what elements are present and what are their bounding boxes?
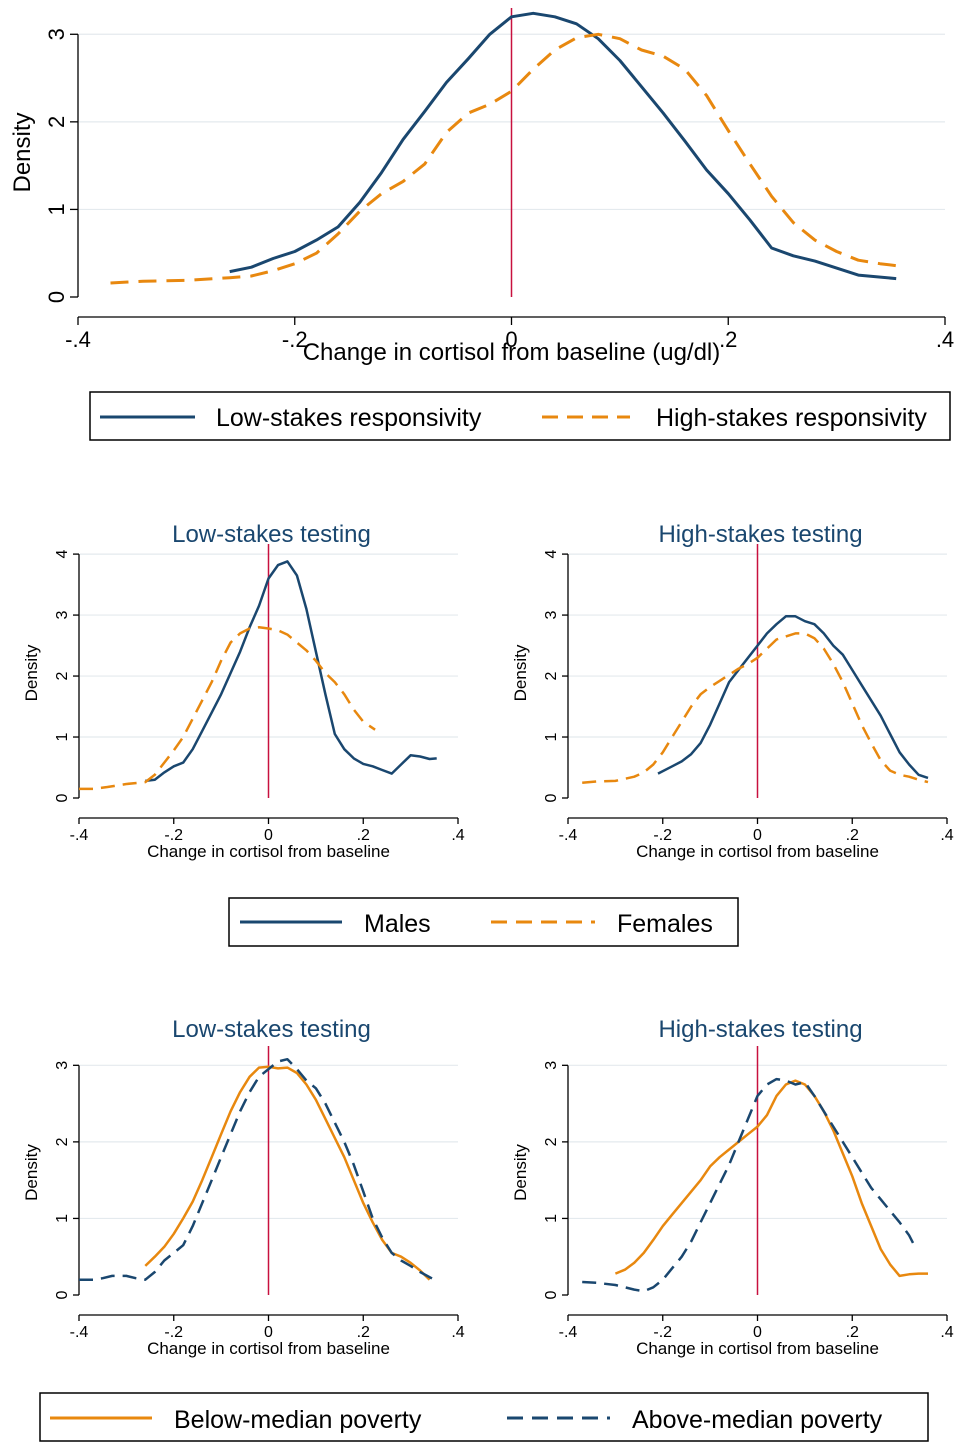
series-line-dashed <box>582 1077 918 1293</box>
chart-low-stakes-by-poverty: 0 1 2 3 -.4 -.2 0 .2 .4 Change in cortisol from b… <box>22 1016 465 1358</box>
series-line-solid <box>144 1065 431 1281</box>
legend-sex-solid-label: Males <box>364 910 431 938</box>
y-axis-title: Density <box>22 644 41 701</box>
y-axis-title: Density <box>511 1144 530 1201</box>
y-tick-label: 1 <box>543 732 560 741</box>
x-axis-title: Change in cortisol from baseline <box>147 842 390 861</box>
x-tick-label: .4 <box>940 827 953 844</box>
legend-poverty: Below-median poverty Above-median povert… <box>39 1392 929 1442</box>
x-axis-title: Change in cortisol from baseline <box>636 842 879 861</box>
x-tick-label: .4 <box>451 1324 464 1341</box>
legend-stakes: Low-stakes responsivity High-stakes resp… <box>89 391 951 441</box>
x-tick-label: -.4 <box>65 327 91 352</box>
x-tick-label: .2 <box>846 1324 859 1341</box>
y-tick-label: 0 <box>54 1290 71 1299</box>
x-axis-title: Change in cortisol from baseline <box>636 1339 879 1358</box>
x-tick-label: 0 <box>753 827 762 844</box>
x-tick-label: 0 <box>753 1324 762 1341</box>
y-tick-label: 3 <box>44 28 69 40</box>
x-tick-label: .2 <box>357 827 370 844</box>
chart-high-stakes-by-sex: 0 1 2 3 4 -.4 -.2 0 .2 .4 Change in cortisol from … <box>511 521 954 861</box>
y-tick-label: 1 <box>543 1214 560 1223</box>
legend-stakes-solid-label: Low-stakes responsivity <box>216 404 482 432</box>
chart-title: High-stakes testing <box>658 1016 862 1043</box>
y-tick-label: 2 <box>44 116 69 128</box>
legend-stakes-dashed-label: High-stakes responsivity <box>656 404 927 432</box>
y-tick-label: 4 <box>543 550 560 559</box>
x-tick-label: -.4 <box>559 1324 578 1341</box>
series-line-solid <box>614 1079 928 1278</box>
x-tick-label: -.4 <box>70 1324 89 1341</box>
y-tick-label: 2 <box>543 672 560 681</box>
legend-sex-dashed-label: Females <box>617 910 713 938</box>
x-tick-label: -.2 <box>164 1324 183 1341</box>
legend-poverty-solid-label: Below-median poverty <box>174 1406 422 1434</box>
x-tick-label: .2 <box>357 1324 370 1341</box>
x-tick-label: 0 <box>264 1324 273 1341</box>
x-tick-label: 0 <box>264 827 273 844</box>
y-tick-label: 1 <box>54 732 71 741</box>
series-line-dashed <box>582 632 929 785</box>
legend-stakes-frame <box>89 391 951 441</box>
x-tick-label: -.4 <box>70 827 89 844</box>
y-axis-title: Density <box>511 644 530 701</box>
y-tick-label: 3 <box>543 611 560 620</box>
x-axis-title: Change in cortisol from baseline <box>147 1339 390 1358</box>
chart-title: Low-stakes testing <box>172 521 371 548</box>
x-tick-label: .4 <box>451 827 464 844</box>
series-line-solid <box>145 560 437 783</box>
series-line-solid <box>229 11 897 281</box>
y-tick-label: 3 <box>54 611 71 620</box>
x-tick-label: .2 <box>846 827 859 844</box>
x-tick-label: -.2 <box>653 827 672 844</box>
y-tick-label: 3 <box>543 1061 560 1070</box>
y-tick-label: 0 <box>44 291 69 303</box>
y-tick-label: 2 <box>54 1137 71 1146</box>
y-tick-label: 0 <box>54 793 71 802</box>
x-tick-label: -.2 <box>653 1324 672 1341</box>
series-line-solid <box>657 615 929 780</box>
y-tick-label: 1 <box>54 1214 71 1223</box>
legend-poverty-frame <box>39 1392 929 1442</box>
y-axis-title: Density <box>9 112 36 192</box>
series-line-dashed <box>79 626 376 791</box>
x-tick-label: -.2 <box>282 327 308 352</box>
series-line-dashed <box>79 1057 435 1281</box>
chart-low-stakes-by-sex: 0 1 2 3 4 -.4 -.2 0 .2 .4 Change in cortisol from … <box>22 521 465 861</box>
series-line-dashed <box>110 32 902 285</box>
y-tick-label: 2 <box>54 672 71 681</box>
y-tick-label: 1 <box>44 203 69 215</box>
y-tick-label: 3 <box>54 1061 71 1070</box>
y-tick-label: 0 <box>543 1290 560 1299</box>
y-tick-label: 0 <box>543 793 560 802</box>
x-axis-title: Change in cortisol from baseline (ug/dl) <box>303 339 721 366</box>
y-axis-title: Density <box>22 1144 41 1201</box>
chart-title: High-stakes testing <box>658 521 862 548</box>
x-tick-label: .4 <box>940 1324 953 1341</box>
chart-cortisol-by-stakes: 0 1 2 3 -.4 -.2 0 .2 .4 Change in cortisol from b… <box>9 8 954 366</box>
legend-poverty-dashed-label: Above-median poverty <box>632 1406 883 1434</box>
x-tick-label: -.4 <box>559 827 578 844</box>
y-tick-label: 4 <box>54 550 71 559</box>
x-tick-label: 0 <box>505 327 517 352</box>
x-tick-label: -.2 <box>164 827 183 844</box>
chart-high-stakes-by-poverty: 0 1 2 3 -.4 -.2 0 .2 .4 Change in cortisol from b… <box>511 1016 954 1358</box>
chart-title: Low-stakes testing <box>172 1016 371 1043</box>
x-tick-label: .2 <box>719 327 737 352</box>
x-tick-label: .4 <box>936 327 954 352</box>
y-tick-label: 2 <box>543 1137 560 1146</box>
legend-sex: Males Females <box>228 897 739 947</box>
